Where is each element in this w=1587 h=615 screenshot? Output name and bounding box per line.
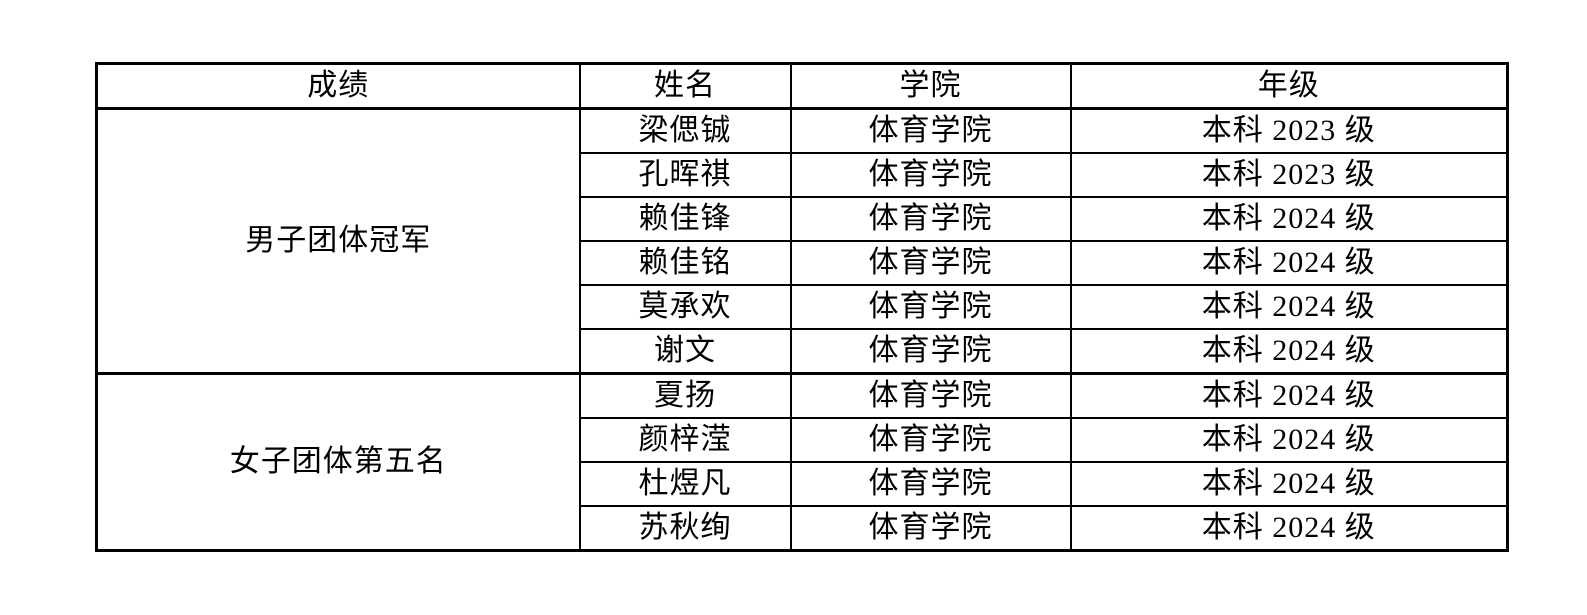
name-cell: 夏扬 xyxy=(578,372,792,419)
table-row: 男子团体冠军 梁偲铖 体育学院 本科 2023 级 xyxy=(95,107,1509,375)
college-cell: 体育学院 xyxy=(789,328,1072,375)
grade-cell: 本科 2024 级 xyxy=(1069,240,1509,286)
table-row: 颜梓滢 体育学院 本科 2024 级 xyxy=(97,417,1509,463)
college-cell: 体育学院 xyxy=(789,417,1072,463)
grade-cell: 本科 2024 级 xyxy=(1069,505,1509,552)
column-header-name: 姓名 xyxy=(578,62,792,110)
college-cell: 体育学院 xyxy=(789,505,1072,552)
column-header-college: 学院 xyxy=(789,62,1072,110)
name-cell: 谢文 xyxy=(578,328,792,375)
college-cell: 体育学院 xyxy=(789,107,1072,154)
table-row: 谢文 体育学院 本科 2024 级 xyxy=(97,328,1509,375)
score-cell: 男子团体冠军 xyxy=(95,107,581,375)
college-cell: 体育学院 xyxy=(789,240,1072,286)
table-row: 杜煜凡 体育学院 本科 2024 级 xyxy=(97,461,1509,507)
name-cell: 孔晖祺 xyxy=(578,152,792,198)
grade-cell: 本科 2024 级 xyxy=(1069,372,1509,419)
college-cell: 体育学院 xyxy=(789,372,1072,419)
results-table: 成绩 姓名 学院 年级 男子团体冠军 梁偲铖 体育学院 本科 2023 级孔晖祺 体育学… xyxy=(95,62,1509,552)
table-row: 孔晖祺 体育学院 本科 2023 级 xyxy=(97,152,1509,198)
name-cell: 颜梓滢 xyxy=(578,417,792,463)
column-header-grade: 年级 xyxy=(1069,62,1509,110)
table-header-row: 成绩 姓名 学院 年级 xyxy=(95,62,1509,110)
grade-cell: 本科 2024 级 xyxy=(1069,196,1509,242)
name-cell: 苏秋绚 xyxy=(578,505,792,552)
grade-cell: 本科 2024 级 xyxy=(1069,417,1509,463)
table-row: 赖佳锋 体育学院 本科 2024 级 xyxy=(97,196,1509,242)
name-cell: 赖佳锋 xyxy=(578,196,792,242)
name-cell: 梁偲铖 xyxy=(578,107,792,154)
college-cell: 体育学院 xyxy=(789,461,1072,507)
table-row: 赖佳铭 体育学院 本科 2024 级 xyxy=(97,240,1509,286)
name-cell: 杜煜凡 xyxy=(578,461,792,507)
grade-cell: 本科 2024 级 xyxy=(1069,461,1509,507)
college-cell: 体育学院 xyxy=(789,152,1072,198)
score-cell: 女子团体第五名 xyxy=(95,372,581,552)
table-row: 女子团体第五名 夏扬 体育学院 本科 2024 级 xyxy=(95,372,1509,552)
name-cell: 莫承欢 xyxy=(578,284,792,330)
grade-cell: 本科 2023 级 xyxy=(1069,152,1509,198)
college-cell: 体育学院 xyxy=(789,196,1072,242)
table-body: 男子团体冠军 梁偲铖 体育学院 本科 2023 级孔晖祺 体育学院 本科 2023 级赖佳… xyxy=(95,107,1509,552)
college-cell: 体育学院 xyxy=(789,284,1072,330)
table-row: 莫承欢 体育学院 本科 2024 级 xyxy=(97,284,1509,330)
grade-cell: 本科 2024 级 xyxy=(1069,284,1509,330)
name-cell: 赖佳铭 xyxy=(578,240,792,286)
grade-cell: 本科 2023 级 xyxy=(1069,107,1509,154)
grade-cell: 本科 2024 级 xyxy=(1069,328,1509,375)
table-row: 苏秋绚 体育学院 本科 2024 级 xyxy=(97,505,1509,552)
column-header-score: 成绩 xyxy=(95,62,581,110)
